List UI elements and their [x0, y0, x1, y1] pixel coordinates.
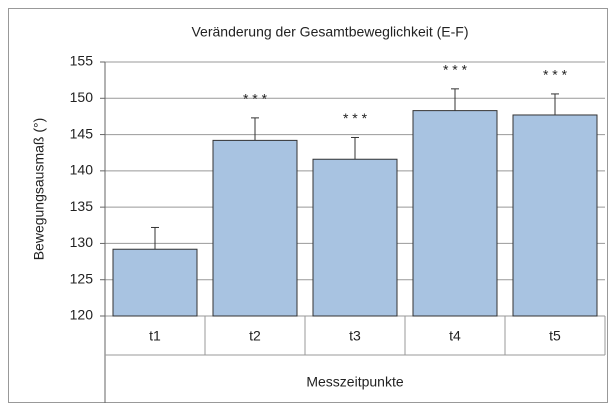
- y-tick-label: 125: [70, 270, 94, 286]
- x-tick-label: t1: [149, 328, 161, 344]
- significance-label: * * *: [243, 91, 268, 107]
- y-tick-label: 120: [70, 307, 94, 323]
- significance-label: * * *: [443, 62, 468, 78]
- chart-frame: [8, 8, 608, 403]
- bar: [112, 248, 198, 317]
- y-tick-label: 150: [70, 89, 94, 105]
- bar: [512, 114, 598, 317]
- y-axis-label: Bewegungsausmaß (°): [31, 118, 47, 261]
- bar: [412, 110, 498, 317]
- x-tick-label: t5: [549, 328, 561, 344]
- chart-title: Veränderung der Gesamtbeweglichkeit (E-F…: [191, 24, 468, 40]
- y-tick-label: 155: [70, 53, 94, 69]
- x-axis-label: Messzeitpunkte: [306, 374, 403, 390]
- bar: [212, 139, 298, 317]
- x-tick-label: t4: [449, 328, 461, 344]
- significance-label: * * *: [343, 110, 368, 126]
- y-tick-label: 130: [70, 234, 94, 250]
- significance-label: * * *: [543, 67, 568, 83]
- bar: [312, 158, 398, 317]
- y-tick-label: 135: [70, 198, 94, 214]
- y-tick-label: 140: [70, 162, 94, 178]
- x-tick-label: t3: [349, 328, 361, 344]
- y-tick-label: 145: [70, 125, 94, 141]
- x-tick-label: t2: [249, 328, 261, 344]
